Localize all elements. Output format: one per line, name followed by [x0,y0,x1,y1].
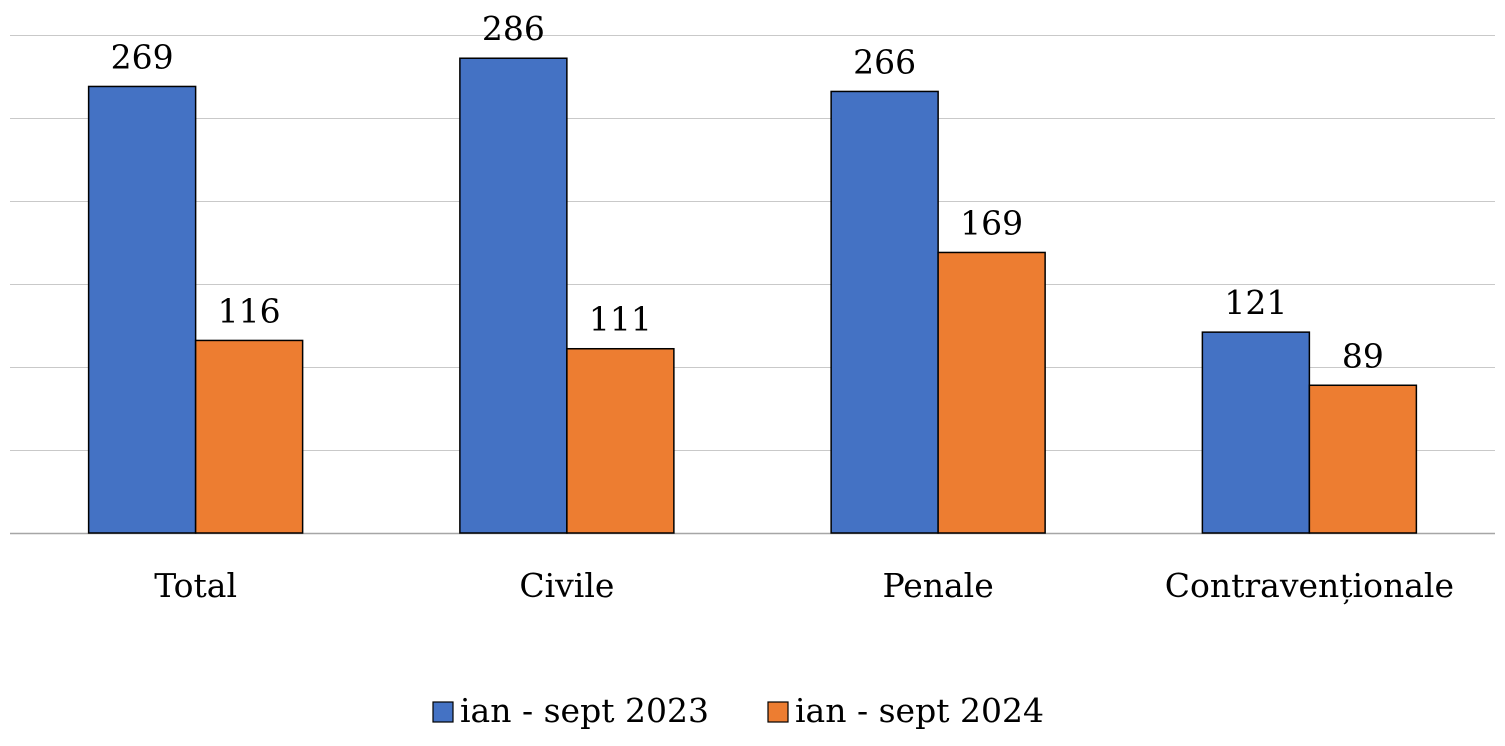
x-tick-label: Penale [882,566,993,605]
data-label: 266 [853,42,916,81]
data-label: 269 [111,37,174,76]
data-label: 169 [960,203,1023,242]
data-label: 111 [589,300,652,339]
bar-2-2 [566,347,675,534]
x-axis-labels: Total Civile Penale Contravenționale [154,566,1454,605]
x-tick-label: Contravenționale [1165,566,1454,605]
x-tick-label: Civile [519,566,614,605]
data-labels: 269 116 286 111 266 169 121 89 [111,9,1384,375]
bar-1-1 [87,85,197,534]
bar-2-3 [937,251,1046,534]
data-label: 89 [1342,336,1384,375]
data-label: 121 [1224,283,1287,322]
data-label: 116 [218,291,281,330]
bar-2-4 [1308,384,1418,534]
legend: ian - sept 2023 ian - sept 2024 [432,691,1044,730]
legend-label: ian - sept 2024 [795,691,1044,730]
x-tick-label: Total [154,566,237,605]
bar-1-4 [1201,331,1311,534]
legend-swatch [432,701,454,723]
bars [87,57,1418,534]
bar-1-3 [830,90,939,534]
legend-swatch [767,701,789,723]
legend-label: ian - sept 2023 [460,691,709,730]
data-label: 286 [482,9,545,48]
bar-1-2 [459,57,568,534]
bar-2-1 [194,339,304,534]
